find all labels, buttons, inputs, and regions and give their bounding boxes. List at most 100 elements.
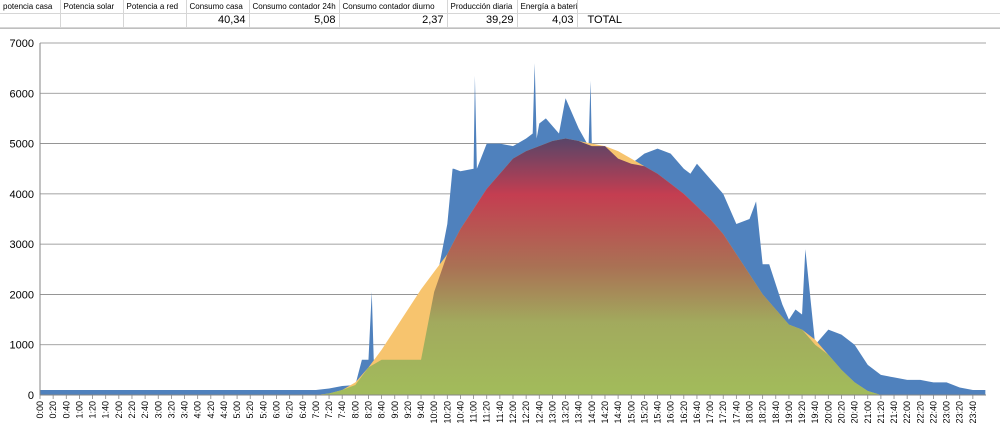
header-cell[interactable]: Potencia a red — [123, 0, 187, 14]
value-cell[interactable]: 4,03 — [517, 13, 578, 28]
x-tick-label: 18:20 — [758, 401, 768, 424]
series-overlap — [40, 138, 986, 395]
y-tick-label: 2000 — [10, 289, 34, 301]
x-tick-label: 0:00 — [35, 401, 45, 419]
y-tick-label: 3000 — [10, 239, 34, 251]
values-row: 40,34 5,08 2,37 39,29 4,03 TOTAL — [0, 13, 1000, 28]
spreadsheet-summary: potencia casa Potencia solar Potencia a … — [0, 0, 1000, 28]
value-cell[interactable]: 40,34 — [186, 13, 250, 28]
x-tick-label: 5:20 — [245, 401, 255, 419]
x-tick-label: 20:00 — [823, 401, 833, 424]
x-tick-label: 23:00 — [942, 401, 952, 424]
value-cell[interactable]: 39,29 — [447, 13, 518, 28]
x-tick-label: 15:00 — [626, 401, 636, 424]
x-tick-label: 20:40 — [850, 401, 860, 424]
value-cell[interactable] — [60, 13, 124, 28]
x-tick-label: 18:00 — [745, 401, 755, 424]
x-tick-label: 12:20 — [521, 401, 531, 424]
x-tick-label: 22:20 — [915, 401, 925, 424]
header-cell[interactable] — [577, 0, 1000, 14]
x-tick-label: 19:40 — [810, 401, 820, 424]
x-tick-label: 20:20 — [836, 401, 846, 424]
x-tick-label: 3:00 — [153, 401, 163, 419]
header-cell[interactable]: Consumo casa — [186, 0, 250, 14]
x-tick-label: 18:40 — [771, 401, 781, 424]
y-tick-label: 5000 — [10, 139, 34, 151]
x-tick-label: 8:40 — [377, 401, 387, 419]
y-tick-label: 1000 — [10, 340, 34, 352]
x-tick-label: 7:00 — [311, 401, 321, 419]
summary-table: potencia casa Potencia solar Potencia a … — [0, 0, 1000, 28]
value-cell[interactable]: 2,37 — [339, 13, 448, 28]
x-tick-label: 9:00 — [390, 401, 400, 419]
x-tick-label: 21:00 — [863, 401, 873, 424]
x-tick-label: 14:40 — [613, 401, 623, 424]
y-tick-label: 6000 — [10, 88, 34, 100]
value-cell[interactable] — [123, 13, 187, 28]
x-tick-label: 9:20 — [403, 401, 413, 419]
x-tick-label: 6:00 — [272, 401, 282, 419]
x-tick-label: 10:20 — [442, 401, 452, 424]
x-tick-label: 23:20 — [955, 401, 965, 424]
x-tick-label: 15:40 — [653, 401, 663, 424]
x-tick-label: 22:40 — [928, 401, 938, 424]
x-tick-label: 8:20 — [363, 401, 373, 419]
x-tick-label: 1:20 — [88, 401, 98, 419]
x-tick-label: 13:20 — [561, 401, 571, 424]
header-cell[interactable]: Energía a baterías — [517, 0, 578, 14]
total-cell[interactable]: TOTAL — [577, 13, 1000, 28]
x-tick-label: 6:40 — [298, 401, 308, 419]
x-tick-label: 16:20 — [679, 401, 689, 424]
x-tick-label: 11:00 — [469, 401, 479, 423]
y-tick-label: 0 — [28, 390, 34, 402]
header-cell[interactable]: Producción diaria — [447, 0, 518, 14]
x-tick-label: 19:00 — [784, 401, 794, 424]
header-cell[interactable]: Consumo contador diurno — [339, 0, 448, 14]
x-tick-label: 16:40 — [692, 401, 702, 424]
power-area-chart: 0 1000 2000 3000 4000 5000 6000 7000 0:00 0:20 0:4… — [10, 38, 986, 424]
x-tick-label: 4:40 — [219, 401, 229, 419]
y-tick-label: 7000 — [10, 38, 34, 50]
x-tick-label: 8:00 — [350, 401, 360, 419]
x-tick-label: 7:20 — [324, 401, 334, 419]
chart-area[interactable]: 0 1000 2000 3000 4000 5000 6000 7000 0:00 0:20 0:4… — [0, 28, 1000, 434]
x-tick-label: 17:40 — [731, 401, 741, 424]
x-tick-label: 14:20 — [600, 401, 610, 424]
x-tick-label: 17:20 — [718, 401, 728, 424]
x-tick-label: 13:00 — [547, 401, 557, 424]
x-tick-label: 7:40 — [337, 401, 347, 419]
x-tick-label: 1:00 — [74, 401, 84, 419]
y-tick-label: 4000 — [10, 189, 34, 201]
x-tick-label: 5:40 — [258, 401, 268, 419]
x-tick-label: 21:20 — [876, 401, 886, 424]
x-tick-label: 11:40 — [495, 401, 505, 423]
header-cell[interactable]: potencia casa — [0, 0, 61, 14]
x-tick-label: 4:20 — [206, 401, 216, 419]
x-tick-label: 1:40 — [101, 401, 111, 419]
x-tick-label: 4:00 — [193, 401, 203, 419]
x-tick-label: 2:20 — [127, 401, 137, 419]
value-cell[interactable]: 5,08 — [249, 13, 340, 28]
x-tick-label: 21:40 — [889, 401, 899, 424]
x-tick-label: 11:20 — [482, 401, 492, 423]
x-tick-label: 19:20 — [797, 401, 807, 424]
header-cell[interactable]: Potencia solar — [60, 0, 124, 14]
x-tick-label: 23:40 — [968, 401, 978, 424]
header-cell[interactable]: Consumo contador 24h — [249, 0, 340, 14]
x-tick-label: 0:40 — [61, 401, 71, 419]
x-tick-label: 3:20 — [166, 401, 176, 419]
x-tick-label: 10:00 — [429, 401, 439, 424]
x-tick-label: 17:00 — [705, 401, 715, 424]
x-tick-label: 15:20 — [639, 401, 649, 424]
x-tick-label: 22:00 — [902, 401, 912, 424]
x-tick-label: 3:40 — [180, 401, 190, 419]
x-tick-label: 2:40 — [140, 401, 150, 419]
header-row: potencia casa Potencia solar Potencia a … — [0, 0, 1000, 14]
x-tick-label: 5:00 — [232, 401, 242, 419]
x-tick-label: 9:40 — [416, 401, 426, 419]
x-tick-label: 12:00 — [508, 401, 518, 424]
x-tick-label: 0:20 — [48, 401, 58, 419]
x-tick-label: 13:40 — [574, 401, 584, 424]
value-cell[interactable] — [0, 13, 61, 28]
x-tick-label: 16:00 — [666, 401, 676, 424]
